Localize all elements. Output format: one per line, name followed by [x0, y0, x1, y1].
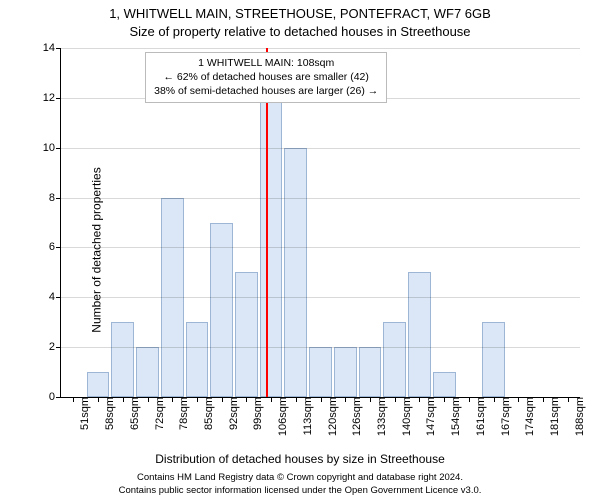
- footer-line1: Contains HM Land Registry data © Crown c…: [0, 472, 600, 484]
- bar: [359, 347, 382, 397]
- chart-footer: Contains HM Land Registry data © Crown c…: [0, 472, 600, 497]
- y-gridline: [61, 297, 580, 298]
- x-tick: [345, 397, 346, 402]
- bar-slot: 58sqm: [86, 48, 111, 397]
- y-tick-label: 6: [49, 241, 61, 253]
- bar-slot: 51sqm: [61, 48, 86, 397]
- x-tick: [98, 397, 99, 402]
- bar-slot: 147sqm: [407, 48, 432, 397]
- annotation-line: 1 WHITWELL MAIN: 108sqm: [154, 56, 378, 70]
- x-tick-label: 65sqm: [123, 397, 141, 430]
- annotation-box: 1 WHITWELL MAIN: 108sqm← 62% of detached…: [145, 52, 387, 103]
- bar-slot: 174sqm: [506, 48, 531, 397]
- x-tick-label: 99sqm: [246, 397, 264, 430]
- y-gridline: [61, 347, 580, 348]
- bar: [383, 322, 406, 397]
- y-tick-label: 12: [43, 92, 61, 104]
- x-tick-label: 188sqm: [568, 397, 586, 436]
- y-tick-label: 2: [49, 341, 61, 353]
- x-tick: [197, 397, 198, 402]
- y-tick-label: 4: [49, 291, 61, 303]
- x-tick: [444, 397, 445, 402]
- x-tick: [494, 397, 495, 402]
- bar: [334, 347, 357, 397]
- bar: [408, 272, 431, 397]
- x-tick-label: 181sqm: [543, 397, 561, 436]
- x-tick-label: 133sqm: [370, 397, 388, 436]
- x-tick: [246, 397, 247, 402]
- y-gridline: [61, 148, 580, 149]
- bar-slot: 181sqm: [531, 48, 556, 397]
- x-tick-label: 147sqm: [419, 397, 437, 436]
- x-tick: [222, 397, 223, 402]
- x-tick: [395, 397, 396, 402]
- annotation-line: ← 62% of detached houses are smaller (42…: [154, 70, 378, 84]
- x-tick: [419, 397, 420, 402]
- bar: [433, 372, 456, 397]
- bar: [309, 347, 332, 397]
- x-tick: [296, 397, 297, 402]
- x-tick: [568, 397, 569, 402]
- x-tick-label: 51sqm: [73, 397, 91, 430]
- plot-area: 51sqm58sqm65sqm72sqm78sqm85sqm92sqm99sqm…: [60, 48, 580, 398]
- x-tick-label: 92sqm: [222, 397, 240, 430]
- x-tick-label: 85sqm: [197, 397, 215, 430]
- x-tick-label: 72sqm: [148, 397, 166, 430]
- annotation-line: 38% of semi-detached houses are larger (…: [154, 84, 378, 98]
- x-tick: [148, 397, 149, 402]
- bar: [87, 372, 110, 397]
- x-tick-label: 167sqm: [494, 397, 512, 436]
- y-tick-label: 14: [43, 42, 61, 54]
- x-tick-label: 174sqm: [518, 397, 536, 436]
- x-tick-label: 126sqm: [345, 397, 363, 436]
- chart-title-line2: Size of property relative to detached ho…: [0, 24, 600, 39]
- y-gridline: [61, 198, 580, 199]
- bar: [210, 223, 233, 398]
- x-tick: [543, 397, 544, 402]
- bar: [111, 322, 134, 397]
- x-tick: [518, 397, 519, 402]
- bar-slot: 65sqm: [110, 48, 135, 397]
- bar: [186, 322, 209, 397]
- bar-slot: 161sqm: [457, 48, 482, 397]
- x-tick: [73, 397, 74, 402]
- bar: [284, 148, 307, 397]
- chart-title-line1: 1, WHITWELL MAIN, STREETHOUSE, PONTEFRAC…: [0, 6, 600, 21]
- x-tick: [370, 397, 371, 402]
- footer-line2: Contains public sector information licen…: [0, 485, 600, 497]
- x-tick: [469, 397, 470, 402]
- x-tick: [123, 397, 124, 402]
- x-tick: [271, 397, 272, 402]
- x-tick-label: 154sqm: [444, 397, 462, 436]
- y-gridline: [61, 48, 580, 49]
- bar: [235, 272, 258, 397]
- y-gridline: [61, 247, 580, 248]
- x-tick-label: 140sqm: [395, 397, 413, 436]
- bar: [482, 322, 505, 397]
- x-axis-label: Distribution of detached houses by size …: [0, 452, 600, 466]
- y-tick-label: 0: [49, 391, 61, 403]
- y-tick-label: 10: [43, 142, 61, 154]
- chart-container: 1, WHITWELL MAIN, STREETHOUSE, PONTEFRAC…: [0, 0, 600, 500]
- x-tick-label: 78sqm: [172, 397, 190, 430]
- x-tick: [172, 397, 173, 402]
- x-tick-label: 120sqm: [321, 397, 339, 436]
- x-tick-label: 113sqm: [296, 397, 314, 435]
- x-tick-label: 161sqm: [469, 397, 487, 436]
- x-tick: [321, 397, 322, 402]
- bar-slot: 188sqm: [555, 48, 580, 397]
- x-tick-label: 58sqm: [98, 397, 116, 430]
- bar-slot: 167sqm: [481, 48, 506, 397]
- bar: [136, 347, 159, 397]
- x-tick-label: 106sqm: [271, 397, 289, 436]
- bar-slot: 154sqm: [432, 48, 457, 397]
- y-tick-label: 8: [49, 192, 61, 204]
